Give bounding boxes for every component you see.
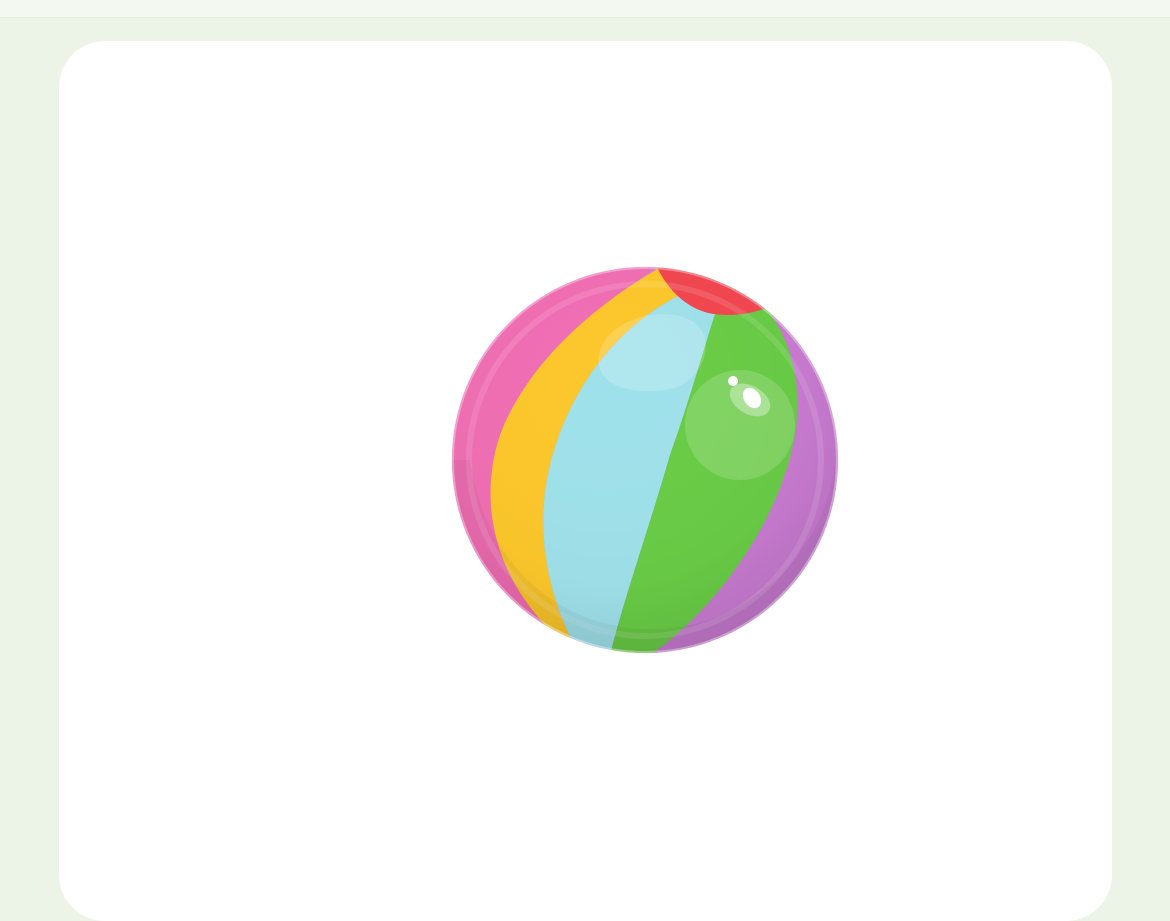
image-card: [59, 41, 1112, 921]
top-bar: [0, 0, 1170, 18]
beach-ball-icon: [450, 265, 840, 655]
